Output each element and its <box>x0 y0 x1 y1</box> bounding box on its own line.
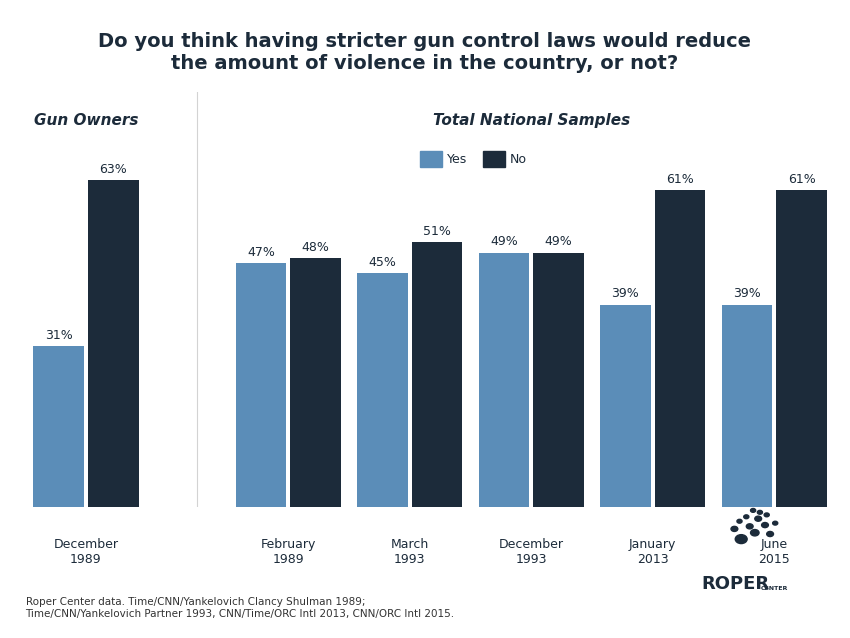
Text: December
1989: December 1989 <box>54 538 118 567</box>
Text: 51%: 51% <box>423 225 451 238</box>
Text: CENTER: CENTER <box>761 586 788 591</box>
Bar <box>357 273 408 507</box>
Text: 31%: 31% <box>45 329 72 342</box>
Text: 39%: 39% <box>733 287 761 300</box>
Text: 39%: 39% <box>611 287 639 300</box>
Text: January
2013: January 2013 <box>629 538 677 567</box>
Bar <box>291 258 341 507</box>
Text: 63%: 63% <box>99 163 127 175</box>
Text: Gun Owners: Gun Owners <box>34 113 138 128</box>
Text: 49%: 49% <box>490 235 518 248</box>
Text: 49%: 49% <box>545 235 573 248</box>
Text: February
1989: February 1989 <box>261 538 316 567</box>
Text: March
1993: March 1993 <box>391 538 429 567</box>
Text: Roper Center data. Time/CNN/Yankelovich Clancy Shulman 1989;
Time/CNN/Yankelovic: Roper Center data. Time/CNN/Yankelovich … <box>26 597 455 619</box>
Bar <box>479 253 530 507</box>
Text: 61%: 61% <box>666 173 694 186</box>
Bar <box>412 242 462 507</box>
Bar <box>776 190 827 507</box>
Text: Do you think having stricter gun control laws would reduce
the amount of violenc: Do you think having stricter gun control… <box>99 32 751 73</box>
Text: Yes: Yes <box>447 152 468 166</box>
Bar <box>654 190 706 507</box>
Text: June
2015: June 2015 <box>758 538 791 567</box>
Text: 45%: 45% <box>369 256 396 269</box>
Text: No: No <box>510 152 527 166</box>
Text: 47%: 47% <box>247 246 275 259</box>
Bar <box>483 151 505 167</box>
Bar <box>33 346 84 507</box>
Bar <box>533 253 584 507</box>
Text: 48%: 48% <box>302 241 330 254</box>
Text: December
1993: December 1993 <box>499 538 564 567</box>
Text: Total National Samples: Total National Samples <box>433 113 630 128</box>
Text: 61%: 61% <box>788 173 815 186</box>
Bar <box>420 151 442 167</box>
Bar <box>600 304 651 507</box>
Bar <box>88 180 139 507</box>
Text: ROPER: ROPER <box>701 575 769 593</box>
Bar <box>722 304 773 507</box>
Bar <box>235 263 286 507</box>
